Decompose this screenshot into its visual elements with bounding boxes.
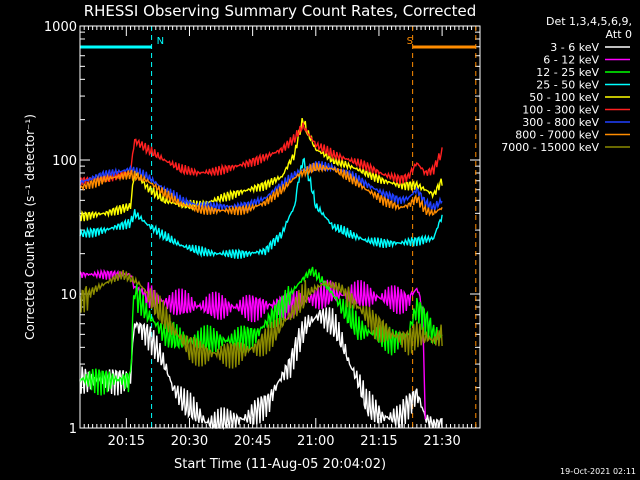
x-tick-label: 21:30 bbox=[423, 434, 460, 449]
legend-label: 12 - 25 keV bbox=[536, 66, 599, 79]
series-line bbox=[79, 122, 443, 186]
legend-label: 300 - 800 keV bbox=[522, 116, 599, 129]
plot-area: 1 10 100 1000 20:15 20:30 20:45 21:00 21:15 21:30… bbox=[44, 20, 480, 449]
chart-title: RHESSI Observing Summary Count Rates, Co… bbox=[84, 2, 477, 20]
series-line bbox=[79, 157, 443, 259]
y-tick-label: 10 bbox=[60, 288, 77, 303]
plot-frame bbox=[79, 25, 481, 429]
y-tick-label: 1 bbox=[69, 422, 77, 437]
series-line bbox=[79, 307, 443, 431]
x-tick-label: 21:00 bbox=[297, 434, 334, 449]
x-tick-label: 20:45 bbox=[234, 434, 271, 449]
footer-timestamp: 19-Oct-2021 02:11 bbox=[560, 467, 636, 476]
y-tick-label: 100 bbox=[52, 154, 77, 169]
series-line bbox=[79, 269, 443, 369]
legend-header-line1: Det 1,3,4,5,6,9, bbox=[546, 15, 632, 28]
x-tick-label: 21:15 bbox=[360, 434, 397, 449]
legend-label: 3 - 6 keV bbox=[550, 41, 599, 54]
y-axis-label: Corrected Count Rate (s⁻¹ detector⁻¹) bbox=[23, 114, 37, 340]
marker-label: S bbox=[407, 36, 413, 47]
marker-label: N bbox=[157, 36, 164, 47]
legend-label: 7000 - 15000 keV bbox=[501, 141, 599, 154]
legend-label: 6 - 12 keV bbox=[543, 54, 599, 67]
series-line bbox=[79, 161, 443, 212]
series-line bbox=[79, 266, 443, 396]
legend-header-line2: Att 0 bbox=[606, 28, 632, 41]
x-axis-label: Start Time (11-Aug-05 20:04:02) bbox=[174, 457, 386, 472]
x-tick-label: 20:30 bbox=[171, 434, 208, 449]
x-tick-label: 20:15 bbox=[108, 434, 145, 449]
legend-label: 25 - 50 keV bbox=[536, 79, 599, 92]
legend-label: 100 - 300 keV bbox=[522, 104, 599, 117]
series-line bbox=[79, 162, 443, 217]
legend-label: 50 - 100 keV bbox=[529, 91, 599, 104]
y-tick-label: 1000 bbox=[44, 20, 77, 35]
legend-label: 800 - 7000 keV bbox=[515, 129, 599, 142]
